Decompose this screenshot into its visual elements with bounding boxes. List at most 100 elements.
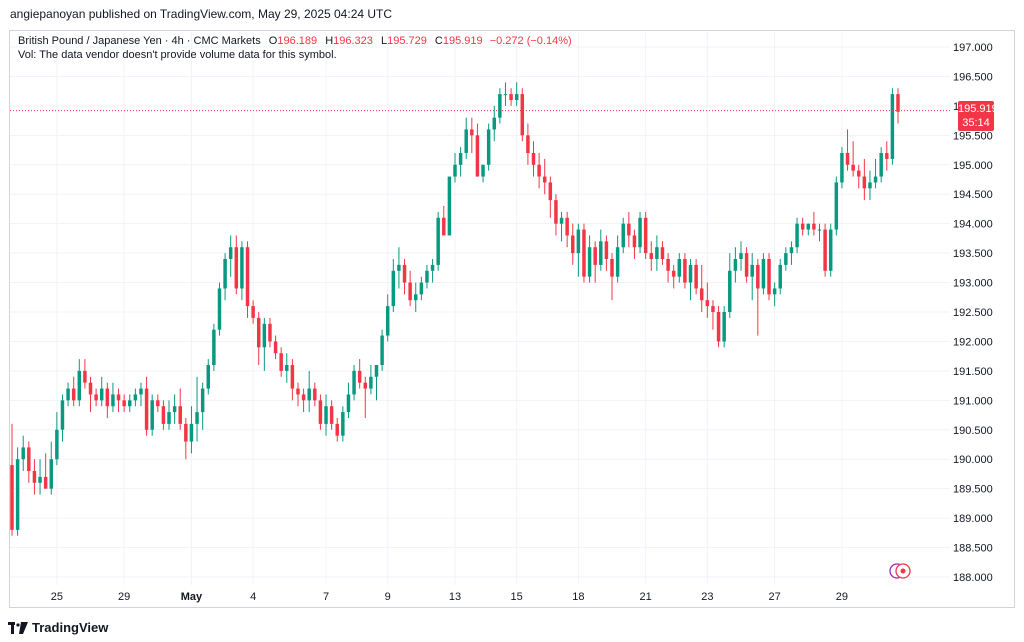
candle[interactable] [638,211,642,254]
candle[interactable] [329,400,334,430]
candle[interactable] [789,241,794,265]
candle[interactable] [778,259,782,295]
candle[interactable] [683,253,687,289]
candle[interactable] [150,394,154,436]
candle[interactable] [677,253,682,283]
candle[interactable] [144,376,149,436]
candle[interactable] [823,223,827,277]
candle[interactable] [666,253,670,283]
candle[interactable] [464,117,468,159]
candle[interactable] [531,141,536,177]
candle[interactable] [582,223,586,283]
candle[interactable] [699,264,704,312]
candle[interactable] [705,282,710,318]
candle[interactable] [402,259,407,295]
candle[interactable] [509,88,513,106]
candle[interactable] [840,147,844,189]
candle[interactable] [256,312,261,365]
candle[interactable] [565,211,569,248]
candle[interactable] [290,359,295,401]
candle[interactable] [453,153,457,183]
candle[interactable] [111,382,115,413]
candle[interactable] [369,365,373,395]
candle[interactable] [442,206,446,236]
candle[interactable] [195,376,199,442]
candle[interactable] [273,335,278,360]
candle[interactable] [88,376,93,413]
candle[interactable] [845,129,850,171]
candle[interactable] [116,388,121,413]
candle[interactable] [307,370,311,413]
candle[interactable] [587,235,592,283]
candle[interactable] [767,253,771,301]
candle[interactable] [21,435,25,471]
candle[interactable] [313,382,317,407]
candle[interactable] [15,447,20,536]
candle[interactable] [795,217,799,254]
candle[interactable] [105,382,110,418]
candle[interactable] [711,300,715,330]
candle[interactable] [77,359,82,407]
candle[interactable] [262,317,267,371]
candle[interactable] [83,359,87,389]
candle[interactable] [374,365,379,401]
candle[interactable] [728,253,732,318]
candle[interactable] [851,141,855,177]
candle[interactable] [189,406,194,454]
candle[interactable] [408,270,412,307]
candle[interactable] [206,359,211,395]
candle[interactable] [806,223,811,236]
candle[interactable] [128,394,132,413]
candle[interactable] [223,253,227,301]
candle[interactable] [750,253,754,301]
candle[interactable] [380,329,384,371]
candle[interactable] [559,211,564,242]
candle[interactable] [178,388,182,430]
candle[interactable] [761,253,766,295]
candle[interactable] [430,259,435,283]
candle[interactable] [688,259,693,301]
candle[interactable] [593,241,597,283]
candle[interactable] [756,259,760,336]
candle[interactable] [655,235,659,271]
candle[interactable] [279,347,283,377]
candle[interactable] [643,211,648,259]
candle[interactable] [812,211,816,236]
candle[interactable] [475,123,480,177]
candle[interactable] [800,217,805,236]
candle[interactable] [660,241,665,265]
candle[interactable] [285,353,289,383]
candle[interactable] [99,376,104,407]
candle[interactable] [739,241,743,271]
candle[interactable] [503,82,508,106]
candle[interactable] [228,235,233,277]
candle[interactable] [341,406,345,442]
candle[interactable] [296,382,300,407]
candle[interactable] [873,158,878,189]
candle[interactable] [879,147,883,183]
candle[interactable] [335,418,339,442]
candle[interactable] [133,388,138,407]
candle[interactable] [632,229,637,259]
candle[interactable] [245,241,250,318]
candle[interactable] [481,164,485,183]
candle[interactable] [419,276,424,301]
candle[interactable] [324,394,328,436]
candle[interactable] [363,376,368,418]
candle[interactable] [414,282,418,312]
candle[interactable] [436,211,440,271]
candle[interactable] [621,217,625,254]
candle[interactable] [694,259,698,295]
candle[interactable] [60,394,65,442]
candle[interactable] [722,306,726,348]
candle[interactable] [671,264,676,289]
candle[interactable] [526,123,530,165]
candle[interactable] [200,382,205,430]
candle[interactable] [492,105,496,142]
candle[interactable] [649,241,654,271]
candle[interactable] [27,441,31,483]
candle[interactable] [43,453,48,489]
candle[interactable] [458,147,463,177]
candle[interactable] [514,82,519,106]
candle[interactable] [234,235,239,295]
